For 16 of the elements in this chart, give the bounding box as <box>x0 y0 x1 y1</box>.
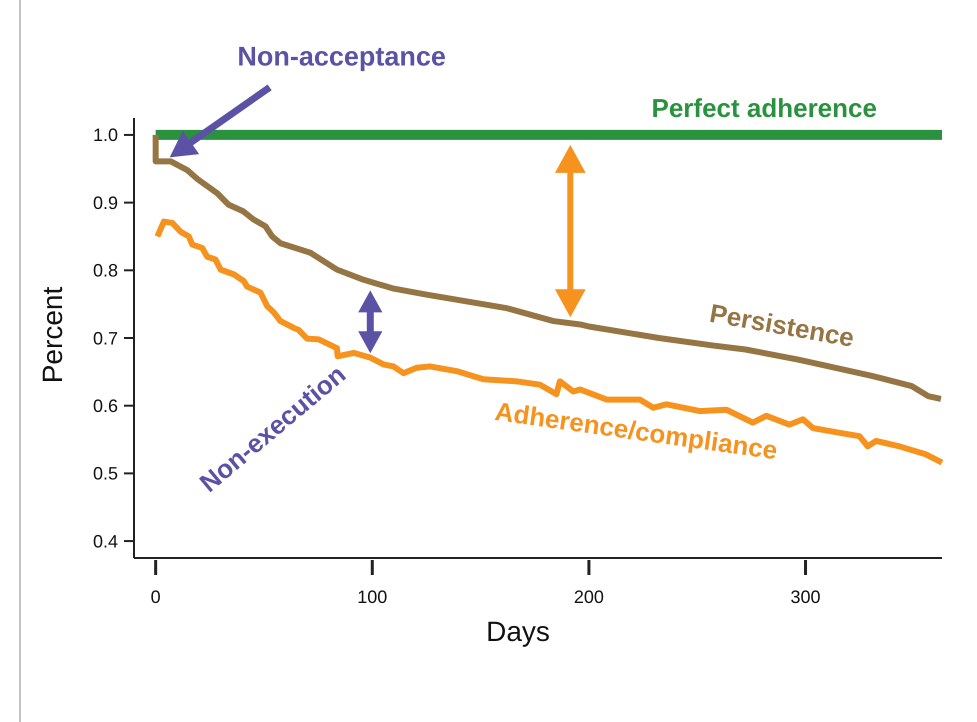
x-tick-label: 300 <box>790 587 821 607</box>
text: Non-acceptance <box>237 41 446 72</box>
y-axis-title: Percent <box>37 286 68 384</box>
y-tick-label: 1.0 <box>92 125 118 146</box>
y-tick-label: 0.9 <box>92 192 118 213</box>
y-tick-label: 0.6 <box>92 396 118 416</box>
y-tick-label: 0.4 <box>92 531 118 552</box>
x-tick-label: 100 <box>357 587 388 607</box>
y-tick-label: 0.5 <box>92 464 118 484</box>
y-tick-label: 0.8 <box>92 260 118 281</box>
series-label: Perfect adherence <box>652 92 877 123</box>
x-tick-label: 200 <box>574 587 604 607</box>
text: Persistence <box>707 298 856 353</box>
x-tick-label: 0 <box>150 587 161 607</box>
x-axis-title: Days <box>486 616 550 647</box>
y-tick-label: 0.7 <box>92 328 118 348</box>
